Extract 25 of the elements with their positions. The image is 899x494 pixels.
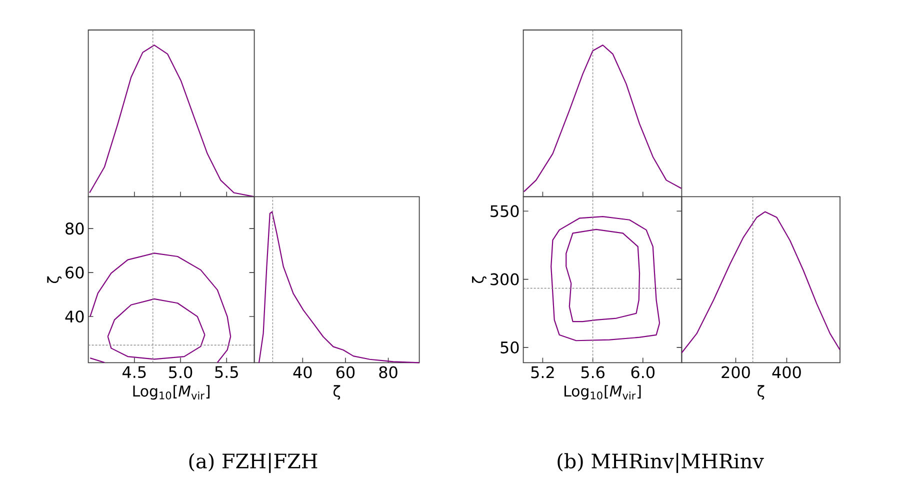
x-tick-label: 400: [772, 366, 801, 378]
x-tick-label: 4.5: [122, 366, 146, 378]
y-tick-label: 550: [490, 205, 519, 218]
x-tick-label: 40: [293, 366, 312, 378]
x-tick-label: 5.0: [169, 366, 192, 378]
x-axis-title: ζ: [758, 385, 764, 400]
y-tick-label: 300: [490, 273, 519, 286]
x-tick-label: 5.5: [215, 366, 238, 378]
text: (a) FZH|FZH: [189, 453, 318, 473]
x-axis-title: Log$_{10}$[M$_{vir}$]: [564, 385, 641, 400]
x-axis-title: Log$_{10}$[M$_{vir}$]: [133, 385, 210, 400]
x-tick-label: 5.6: [581, 366, 604, 378]
y-axis-title: ζ: [472, 276, 487, 283]
x-tick-label: 200: [722, 366, 750, 378]
y-tick-label: 80: [66, 222, 84, 235]
x-axis-title: ζ: [334, 385, 340, 400]
y-tick-label: 40: [65, 310, 84, 323]
x-tick-label: 80: [379, 366, 398, 378]
y-tick-label: 50: [500, 341, 519, 354]
y-axis-title: ζ: [47, 276, 62, 283]
x-tick-label: 60: [336, 366, 355, 378]
y-tick-label: 60: [66, 266, 84, 279]
text: (b) MHRinv|MHRinv: [558, 453, 764, 473]
x-tick-label: 5.2: [531, 366, 554, 378]
x-tick-label: 6.0: [631, 366, 654, 378]
